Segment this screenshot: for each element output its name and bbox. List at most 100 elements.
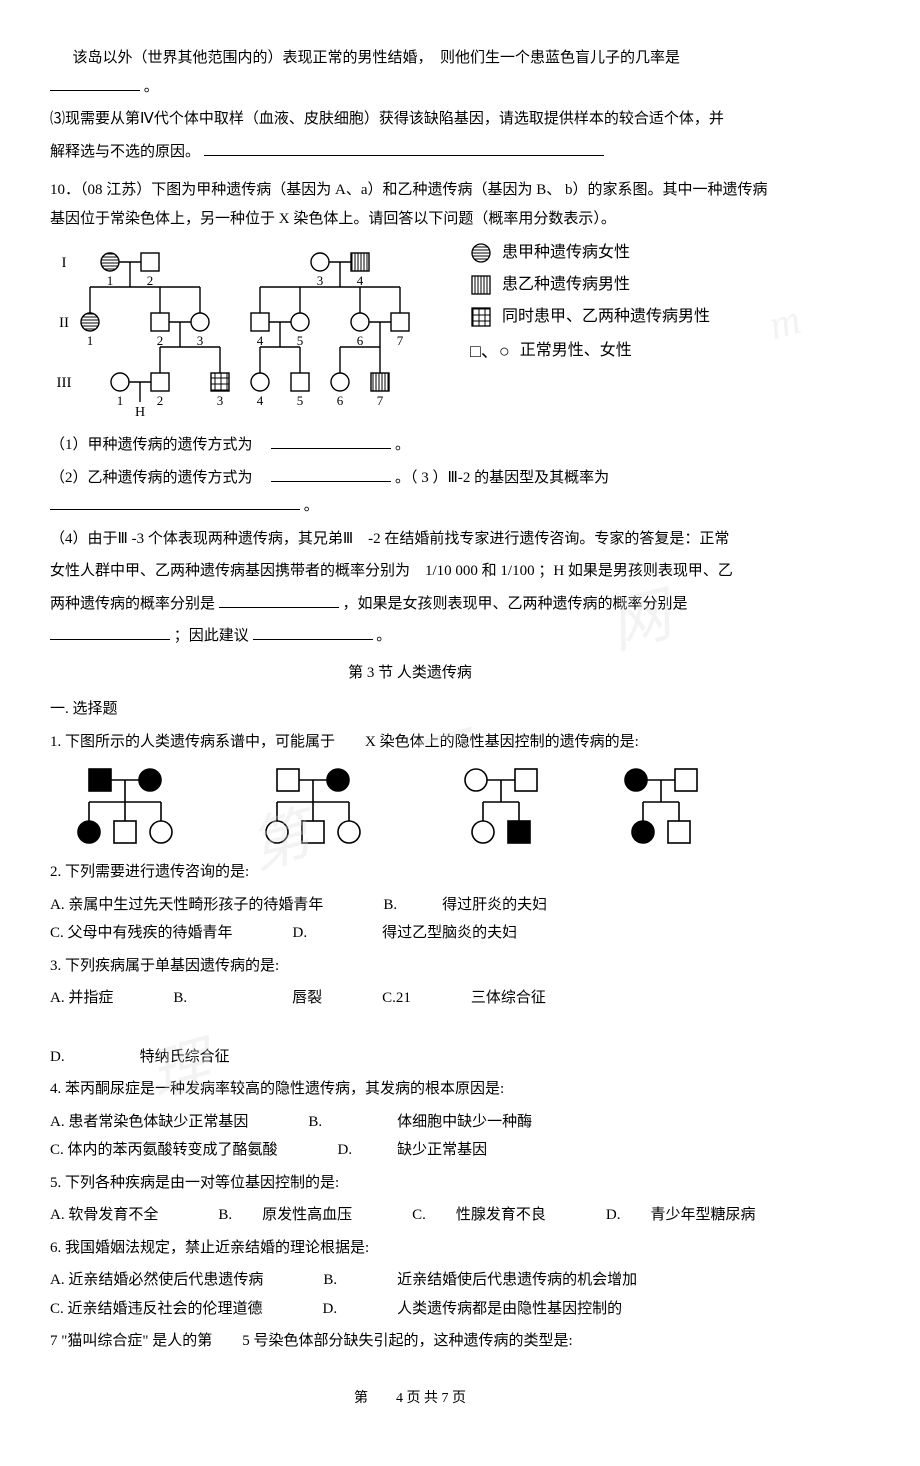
legend-icon-square-vert xyxy=(470,274,492,296)
top-line-2b: 解释选与不选的原因。 xyxy=(50,138,770,167)
svg-text:6: 6 xyxy=(357,333,364,348)
q10-4a: （4）由于Ⅲ -3 个体表现两种遗传病，其兄弟Ⅲ -2 在结婚前找专家进行遗传咨… xyxy=(50,525,770,554)
legend-icon-square-grid xyxy=(470,306,492,328)
svg-text:5: 5 xyxy=(297,333,304,348)
mc5c: C. 性腺发育不良 xyxy=(412,1201,546,1230)
legend-icon-square-circle: □、○ xyxy=(470,333,510,369)
svg-text:1: 1 xyxy=(87,333,94,348)
mc3c: C.21 三体综合征 xyxy=(382,984,546,1013)
mc6b: B. 近亲结婚使后代患遗传病的机会增加 xyxy=(323,1266,637,1295)
text: （1）甲种遗传病的遗传方式为 xyxy=(50,437,268,453)
mc5d: D. 青少年型糖尿病 xyxy=(606,1201,756,1230)
mc3d: D. 特纳氏综合征 xyxy=(50,1043,230,1072)
mc4d: D. 缺少正常基因 xyxy=(338,1136,488,1165)
legend-row-a: 患甲种遗传病女性 xyxy=(470,237,710,269)
text: 该岛以外（世界其他范围内的）表现正常的男性结婚， 则他们生一个患蓝色盲儿子的几率… xyxy=(73,50,696,66)
svg-text:2: 2 xyxy=(157,333,164,348)
legend-row-b: 患乙种遗传病男性 xyxy=(470,269,710,301)
svg-text:2: 2 xyxy=(157,393,164,408)
q10-1: （1）甲种遗传病的遗传方式为 。 xyxy=(50,431,770,460)
mc2-choices-2: C. 父母中有残疾的待婚青年 D. 得过乙型脑炎的夫妇 xyxy=(50,919,770,948)
svg-text:3: 3 xyxy=(217,393,224,408)
legend-text: 同时患甲、乙两种遗传病男性 xyxy=(502,301,710,333)
text: 解释选与不选的原因。 xyxy=(50,144,200,160)
blank xyxy=(50,73,140,91)
mc4b: B. 体细胞中缺少一种酶 xyxy=(308,1108,532,1137)
blank xyxy=(271,464,391,482)
text: 。 xyxy=(376,628,391,644)
blank xyxy=(50,623,170,641)
svg-text:4: 4 xyxy=(257,333,264,348)
svg-text:II: II xyxy=(59,315,69,331)
blank xyxy=(253,623,373,641)
pedigree-row: IIIIIIH123412345671234567 患甲种遗传病女性 患乙种遗传… xyxy=(50,237,770,427)
top-line-1: 该岛以外（世界其他范围内的）表现正常的男性结婚， 则他们生一个患蓝色盲儿子的几率… xyxy=(50,44,770,101)
mc-header: 一. 选择题 xyxy=(50,695,770,724)
text: 。 xyxy=(304,498,319,514)
blank xyxy=(204,138,604,156)
mc7: 7 "猫叫综合症" 是人的第 5 号染色体部分缺失引起的，这种遗传病的类型是: xyxy=(50,1327,770,1356)
mc4-choices-2: C. 体内的苯丙氨酸转变成了酪氨酸 D. 缺少正常基因 xyxy=(50,1136,770,1165)
legend-text: 患乙种遗传病男性 xyxy=(502,269,630,301)
mc4a: A. 患者常染色体缺少正常基因 xyxy=(50,1108,248,1137)
text: 。（ 3 ）Ⅲ-2 的基因型及其概率为 xyxy=(395,470,609,486)
svg-text:4: 4 xyxy=(257,393,264,408)
mc3b: B. 唇裂 xyxy=(173,984,322,1013)
mc3-choices: A. 并指症 B. 唇裂 C.21 三体综合征 D. 特纳氏综合征 xyxy=(50,984,770,1071)
legend-text: 正常男性、女性 xyxy=(520,335,632,367)
text: ；因此建议 xyxy=(174,628,253,644)
q10-2: （2）乙种遗传病的遗传方式为 。（ 3 ）Ⅲ-2 的基因型及其概率为 。 xyxy=(50,464,770,521)
mc6: 6. 我国婚姻法规定，禁止近亲结婚的理论根据是: xyxy=(50,1234,770,1263)
q10-intro: 10．（08 江苏）下图为甲种遗传病（基因为 A、a）和乙种遗传病（基因为 B、… xyxy=(50,176,770,233)
legend-row-d: □、○ 正常男性、女性 xyxy=(470,333,710,369)
q10-4d: ；因此建议 。 xyxy=(50,622,770,651)
pedigree-diagram: IIIIIIH123412345671234567 xyxy=(50,237,450,427)
mc2c: C. 父母中有残疾的待婚青年 xyxy=(50,919,233,948)
text: 两种遗传病的概率分别是 xyxy=(50,596,215,612)
mc6a: A. 近亲结婚必然使后代患遗传病 xyxy=(50,1266,263,1295)
text: ，如果是女孩则表现甲、乙两种遗传病的概率分别是 xyxy=(343,596,688,612)
text: 。 xyxy=(144,79,159,95)
svg-text:I: I xyxy=(62,255,67,271)
mc5a: A. 软骨发育不全 xyxy=(50,1201,158,1230)
top-line-2a: ⑶现需要从第Ⅳ代个体中取样（血液、皮肤细胞）获得该缺陷基因，请选取提供样本的较合… xyxy=(50,105,770,134)
svg-text:2: 2 xyxy=(147,273,154,288)
text: 。 xyxy=(395,437,410,453)
svg-text:1: 1 xyxy=(117,393,124,408)
svg-text:6: 6 xyxy=(337,393,344,408)
mc5b: B. 原发性高血压 xyxy=(218,1201,352,1230)
mc3: 3. 下列疾病属于单基因遗传病的是: xyxy=(50,952,770,981)
svg-text:5: 5 xyxy=(297,393,304,408)
svg-text:7: 7 xyxy=(377,393,384,408)
mc5: 5. 下列各种疾病是由一对等位基因控制的是: xyxy=(50,1169,770,1198)
mc3a: A. 并指症 xyxy=(50,984,113,1013)
mc2-choices: A. 亲属中生过先天性畸形孩子的待婚青年 B. 得过肝炎的夫妇 xyxy=(50,891,770,920)
q10-4b: 女性人群中甲、乙两种遗传病基因携带者的概率分别为 1/10 000 和 1/10… xyxy=(50,557,770,586)
blank xyxy=(271,432,391,450)
svg-text:1: 1 xyxy=(107,273,114,288)
mc6-choices-2: C. 近亲结婚违反社会的伦理道德 D. 人类遗传病都是由隐性基因控制的 xyxy=(50,1295,770,1324)
mc6-choices: A. 近亲结婚必然使后代患遗传病 B. 近亲结婚使后代患遗传病的机会增加 xyxy=(50,1266,770,1295)
legend-text: 患甲种遗传病女性 xyxy=(502,237,630,269)
svg-text:H: H xyxy=(135,405,145,420)
mc6d: D. 人类遗传病都是由隐性基因控制的 xyxy=(323,1295,623,1324)
legend-row-c: 同时患甲、乙两种遗传病男性 xyxy=(470,301,710,333)
svg-text:7: 7 xyxy=(397,333,404,348)
mc5-choices: A. 软骨发育不全 B. 原发性高血压 C. 性腺发育不良 D. 青少年型糖尿病 xyxy=(50,1201,770,1230)
page-footer: 第 4 页 共 7 页 xyxy=(50,1386,770,1413)
text: （2）乙种遗传病的遗传方式为 xyxy=(50,470,268,486)
mc4: 4. 苯丙酮尿症是一种发病率较高的隐性遗传病，其发病的根本原因是: xyxy=(50,1075,770,1104)
q10-4c: 两种遗传病的概率分别是 ，如果是女孩则表现甲、乙两种遗传病的概率分别是 xyxy=(50,590,770,619)
mc2b: B. 得过肝炎的夫妇 xyxy=(383,891,547,920)
svg-text:3: 3 xyxy=(197,333,204,348)
mc1-pedigrees xyxy=(70,762,770,852)
mc6c: C. 近亲结婚违反社会的伦理道德 xyxy=(50,1295,263,1324)
blank xyxy=(219,590,339,608)
mc1: 1. 下图所示的人类遗传病系谱中，可能属于 X 染色体上的隐性基因控制的遗传病的… xyxy=(50,728,770,757)
blank xyxy=(50,493,300,511)
section-3-title: 第 3 节 人类遗传病 xyxy=(50,659,770,688)
legend-icon-circle-horiz xyxy=(470,242,492,264)
mc2a: A. 亲属中生过先天性畸形孩子的待婚青年 xyxy=(50,891,323,920)
legend: 患甲种遗传病女性 患乙种遗传病男性 同时患甲、乙两种遗传病男性 □、○ 正常男性… xyxy=(470,237,710,369)
svg-text:4: 4 xyxy=(357,273,364,288)
